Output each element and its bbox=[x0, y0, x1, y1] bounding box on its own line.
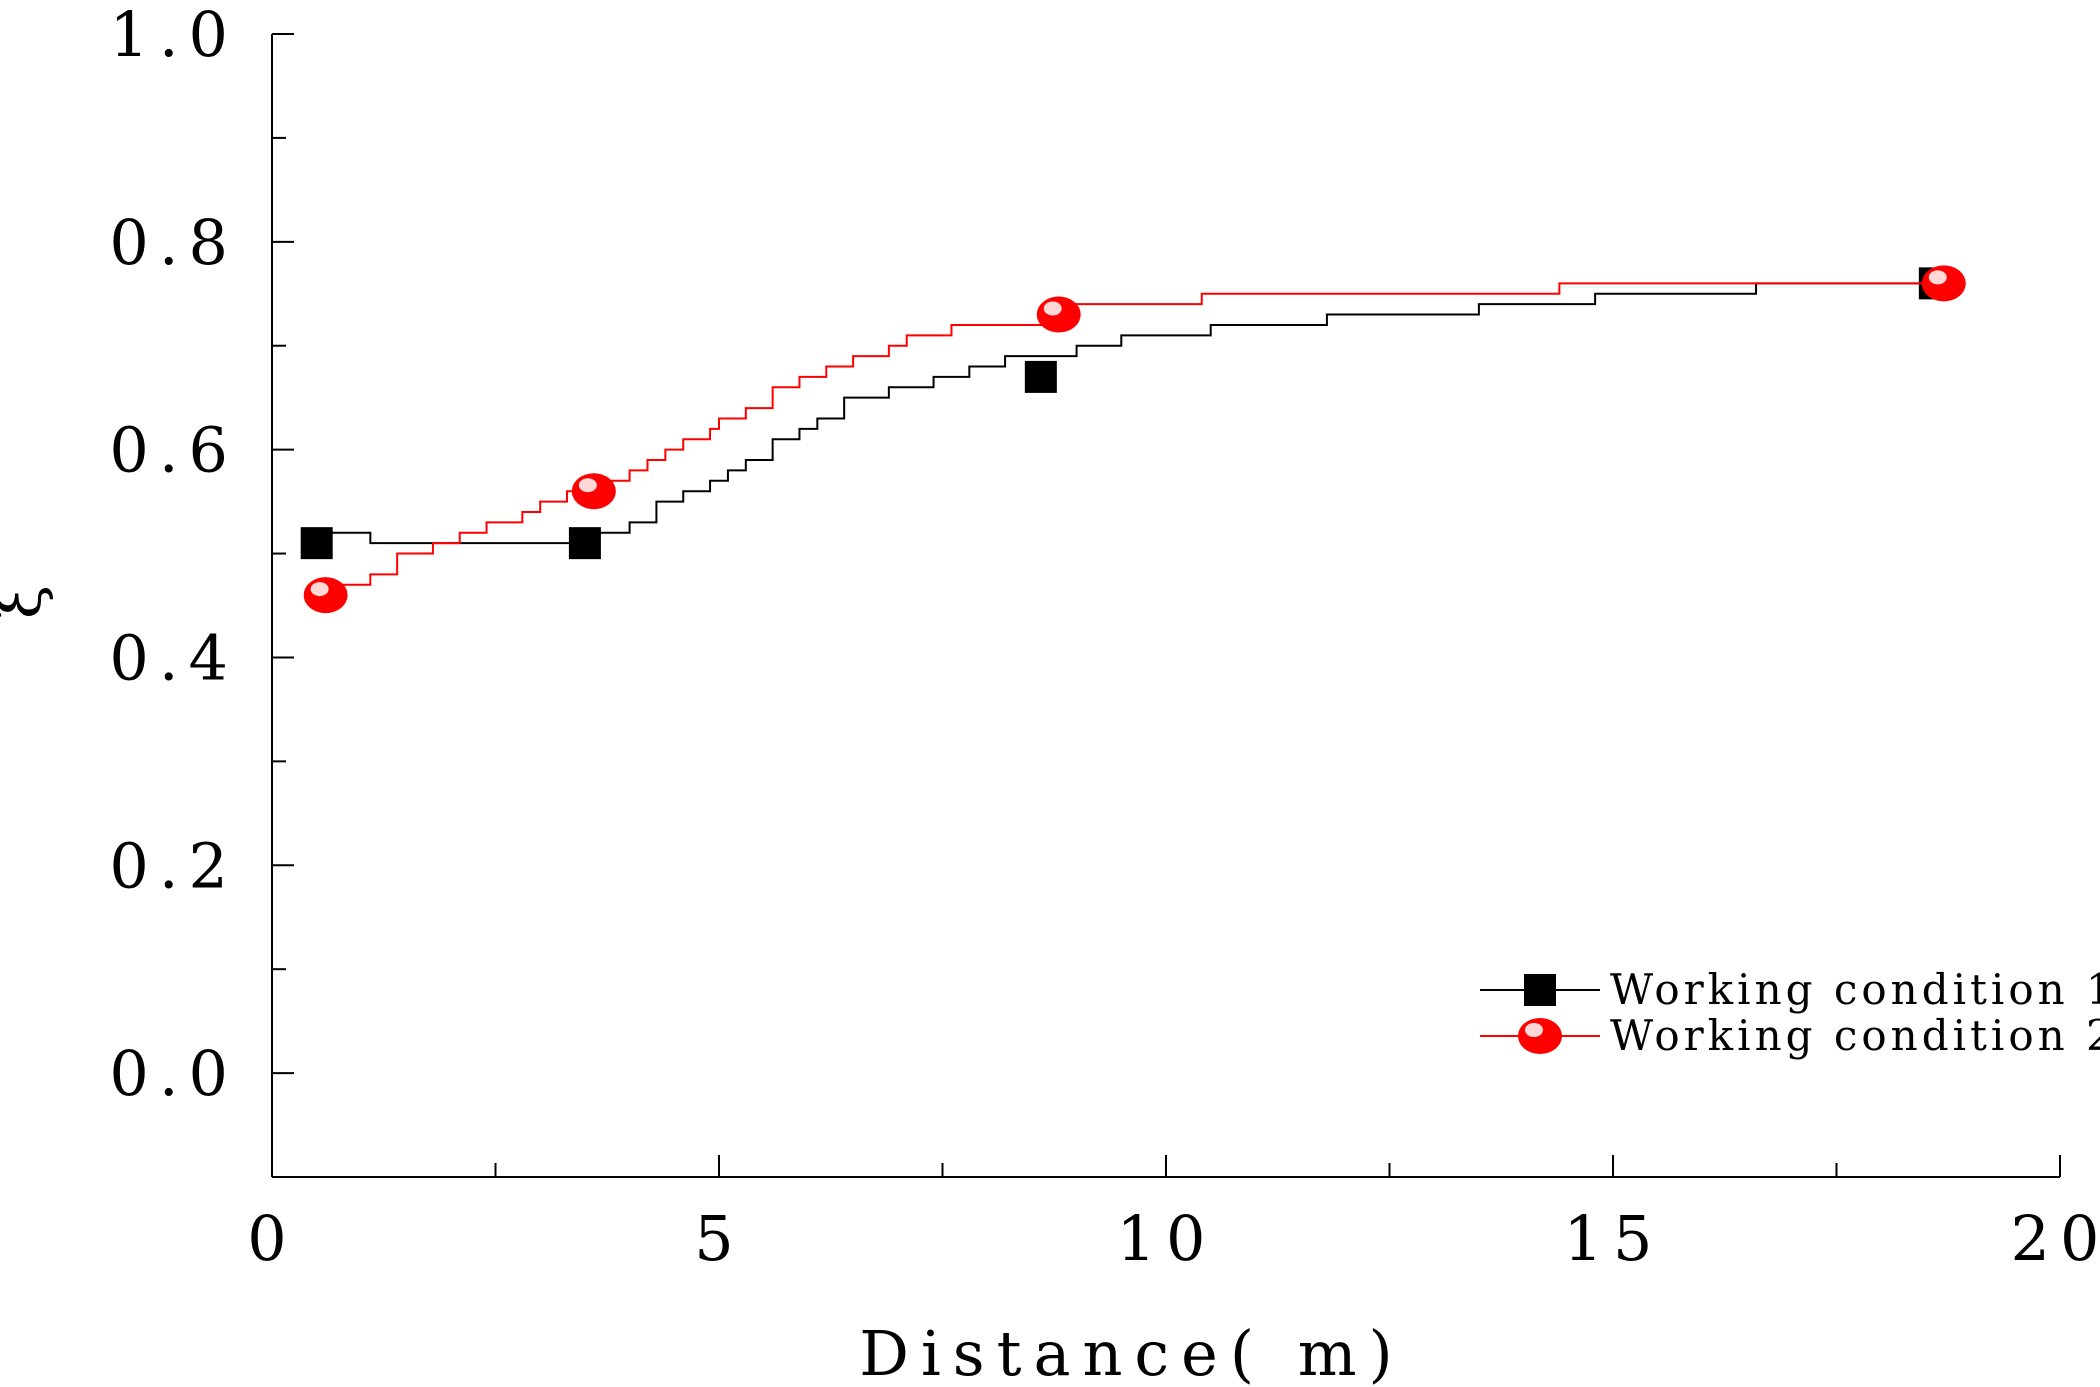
circle-marker-highlight bbox=[578, 478, 597, 493]
legend-marker bbox=[1524, 974, 1556, 1006]
y-tick-label: 0.8 bbox=[109, 206, 238, 279]
data-point bbox=[1024, 360, 1057, 393]
circle-marker-fill bbox=[1036, 296, 1081, 333]
circle-marker-fill bbox=[571, 473, 616, 510]
y-tick-label: 0.6 bbox=[109, 414, 238, 487]
series-line bbox=[325, 282, 1935, 545]
y-tick-label: 1.0 bbox=[109, 0, 238, 71]
data-point bbox=[1036, 296, 1081, 333]
circle-marker-highlight bbox=[310, 582, 329, 597]
data-point bbox=[303, 577, 348, 614]
y-tick-label: 0.0 bbox=[109, 1037, 238, 1110]
circle-marker-fill bbox=[303, 577, 348, 614]
series-layer bbox=[300, 265, 1966, 614]
series-2 bbox=[303, 265, 1966, 614]
series-line bbox=[334, 282, 1935, 586]
circle-marker-highlight bbox=[1928, 270, 1947, 285]
x-axis-title: Distance( m) bbox=[859, 1317, 1404, 1387]
x-tick-label: 15 bbox=[1564, 1202, 1663, 1275]
circle-marker-fill bbox=[1518, 1018, 1562, 1054]
legend-label: Working condition 1 bbox=[1610, 965, 2100, 1014]
x-tick-label: 20 bbox=[2011, 1202, 2100, 1275]
circle-marker-fill bbox=[1921, 265, 1966, 302]
legend-item: Working condition 2 bbox=[1480, 1011, 2100, 1060]
y-tick-label: 0.2 bbox=[109, 829, 238, 902]
legend-marker bbox=[1518, 1018, 1562, 1054]
x-tick-label: 0 bbox=[247, 1202, 296, 1275]
legend-label: Working condition 2 bbox=[1610, 1011, 2100, 1060]
data-point bbox=[1921, 265, 1966, 302]
data-point bbox=[568, 527, 601, 560]
circle-marker-highlight bbox=[1525, 1023, 1543, 1037]
circle-marker-highlight bbox=[1043, 301, 1062, 316]
x-tick-label: 5 bbox=[694, 1202, 743, 1275]
x-tick-label: 10 bbox=[1117, 1202, 1216, 1275]
y-tick-label: 0.4 bbox=[109, 621, 238, 694]
axes: 0 5 10 15 20 0.0 0.2 0.4 0.6 0.8 1.0 bbox=[109, 0, 2100, 1275]
data-point bbox=[300, 527, 333, 560]
y-axis-title: ξ bbox=[0, 573, 55, 619]
series-1 bbox=[300, 267, 1951, 560]
legend-item: Working condition 1 bbox=[1480, 965, 2100, 1014]
data-point bbox=[571, 473, 616, 510]
